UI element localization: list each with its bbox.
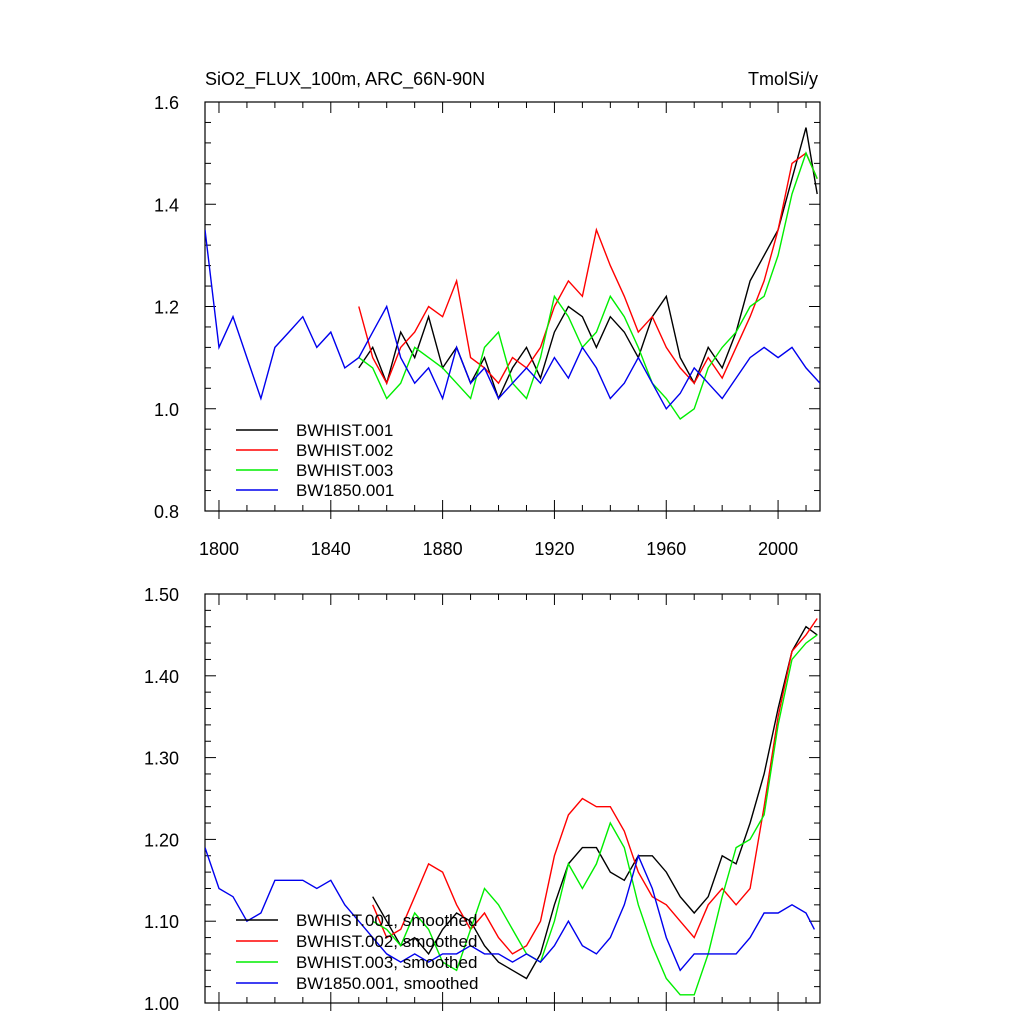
y-tick-label: 1.40 xyxy=(144,667,179,687)
legend: BWHIST.001, smoothed BWHIST.002, smoothed… xyxy=(236,911,478,993)
y-tick-label: 1.4 xyxy=(154,195,179,215)
x-tick-label: 1960 xyxy=(646,539,686,559)
series-line-3 xyxy=(205,847,816,972)
x-tick-label: 1880 xyxy=(423,539,463,559)
y-tick-label: 1.2 xyxy=(154,298,179,318)
series-line-0 xyxy=(372,625,818,980)
series-line-1 xyxy=(358,152,818,385)
y-tick-label: 1.00 xyxy=(144,994,179,1014)
x-tick-label: 1840 xyxy=(311,539,351,559)
series-line-2 xyxy=(372,634,818,996)
y-tick-label: 1.50 xyxy=(144,585,179,605)
series-line-0 xyxy=(358,127,818,401)
y-tick-label: 1.20 xyxy=(144,830,179,850)
series-line-2 xyxy=(358,151,818,420)
x-tick-label: 2000 xyxy=(758,539,798,559)
legend-label: BWHIST.002, smoothed xyxy=(296,932,477,951)
x-tick-label: 1800 xyxy=(199,539,239,559)
legend-label: BWHIST.003 xyxy=(296,461,393,480)
series-line-3 xyxy=(205,229,820,411)
chart-title: SiO2_FLUX_100m, ARC_66N-90N xyxy=(205,69,485,90)
y-tick-label: 1.10 xyxy=(144,912,179,932)
legend-label: BW1850.001, smoothed xyxy=(296,974,478,993)
legend-label: BW1850.001 xyxy=(296,481,394,500)
legend-label: BWHIST.003, smoothed xyxy=(296,953,477,972)
series-line-1 xyxy=(372,618,818,955)
y-tick-label: 1.30 xyxy=(144,749,179,769)
units-label: TmolSi/y xyxy=(748,69,818,89)
plot-frame xyxy=(204,593,821,1004)
legend-label: BWHIST.001 xyxy=(296,421,393,440)
legend-label: BWHIST.001, smoothed xyxy=(296,911,477,930)
y-tick-label: 1.6 xyxy=(154,93,179,113)
x-tick-label: 1920 xyxy=(534,539,574,559)
y-tick-label: 1.0 xyxy=(154,400,179,420)
chart-panel-top: 1800 1840 1880 1920 1960 2000 0.8 1.0 1.2 1.4 1.6 S… xyxy=(154,69,821,559)
y-tick-label: 0.8 xyxy=(154,502,179,522)
legend-label: BWHIST.002 xyxy=(296,441,393,460)
chart-panel-bottom: 1.00 1.10 1.20 1.30 1.40 1.50 BWHIST.001, smoo… xyxy=(144,585,821,1014)
